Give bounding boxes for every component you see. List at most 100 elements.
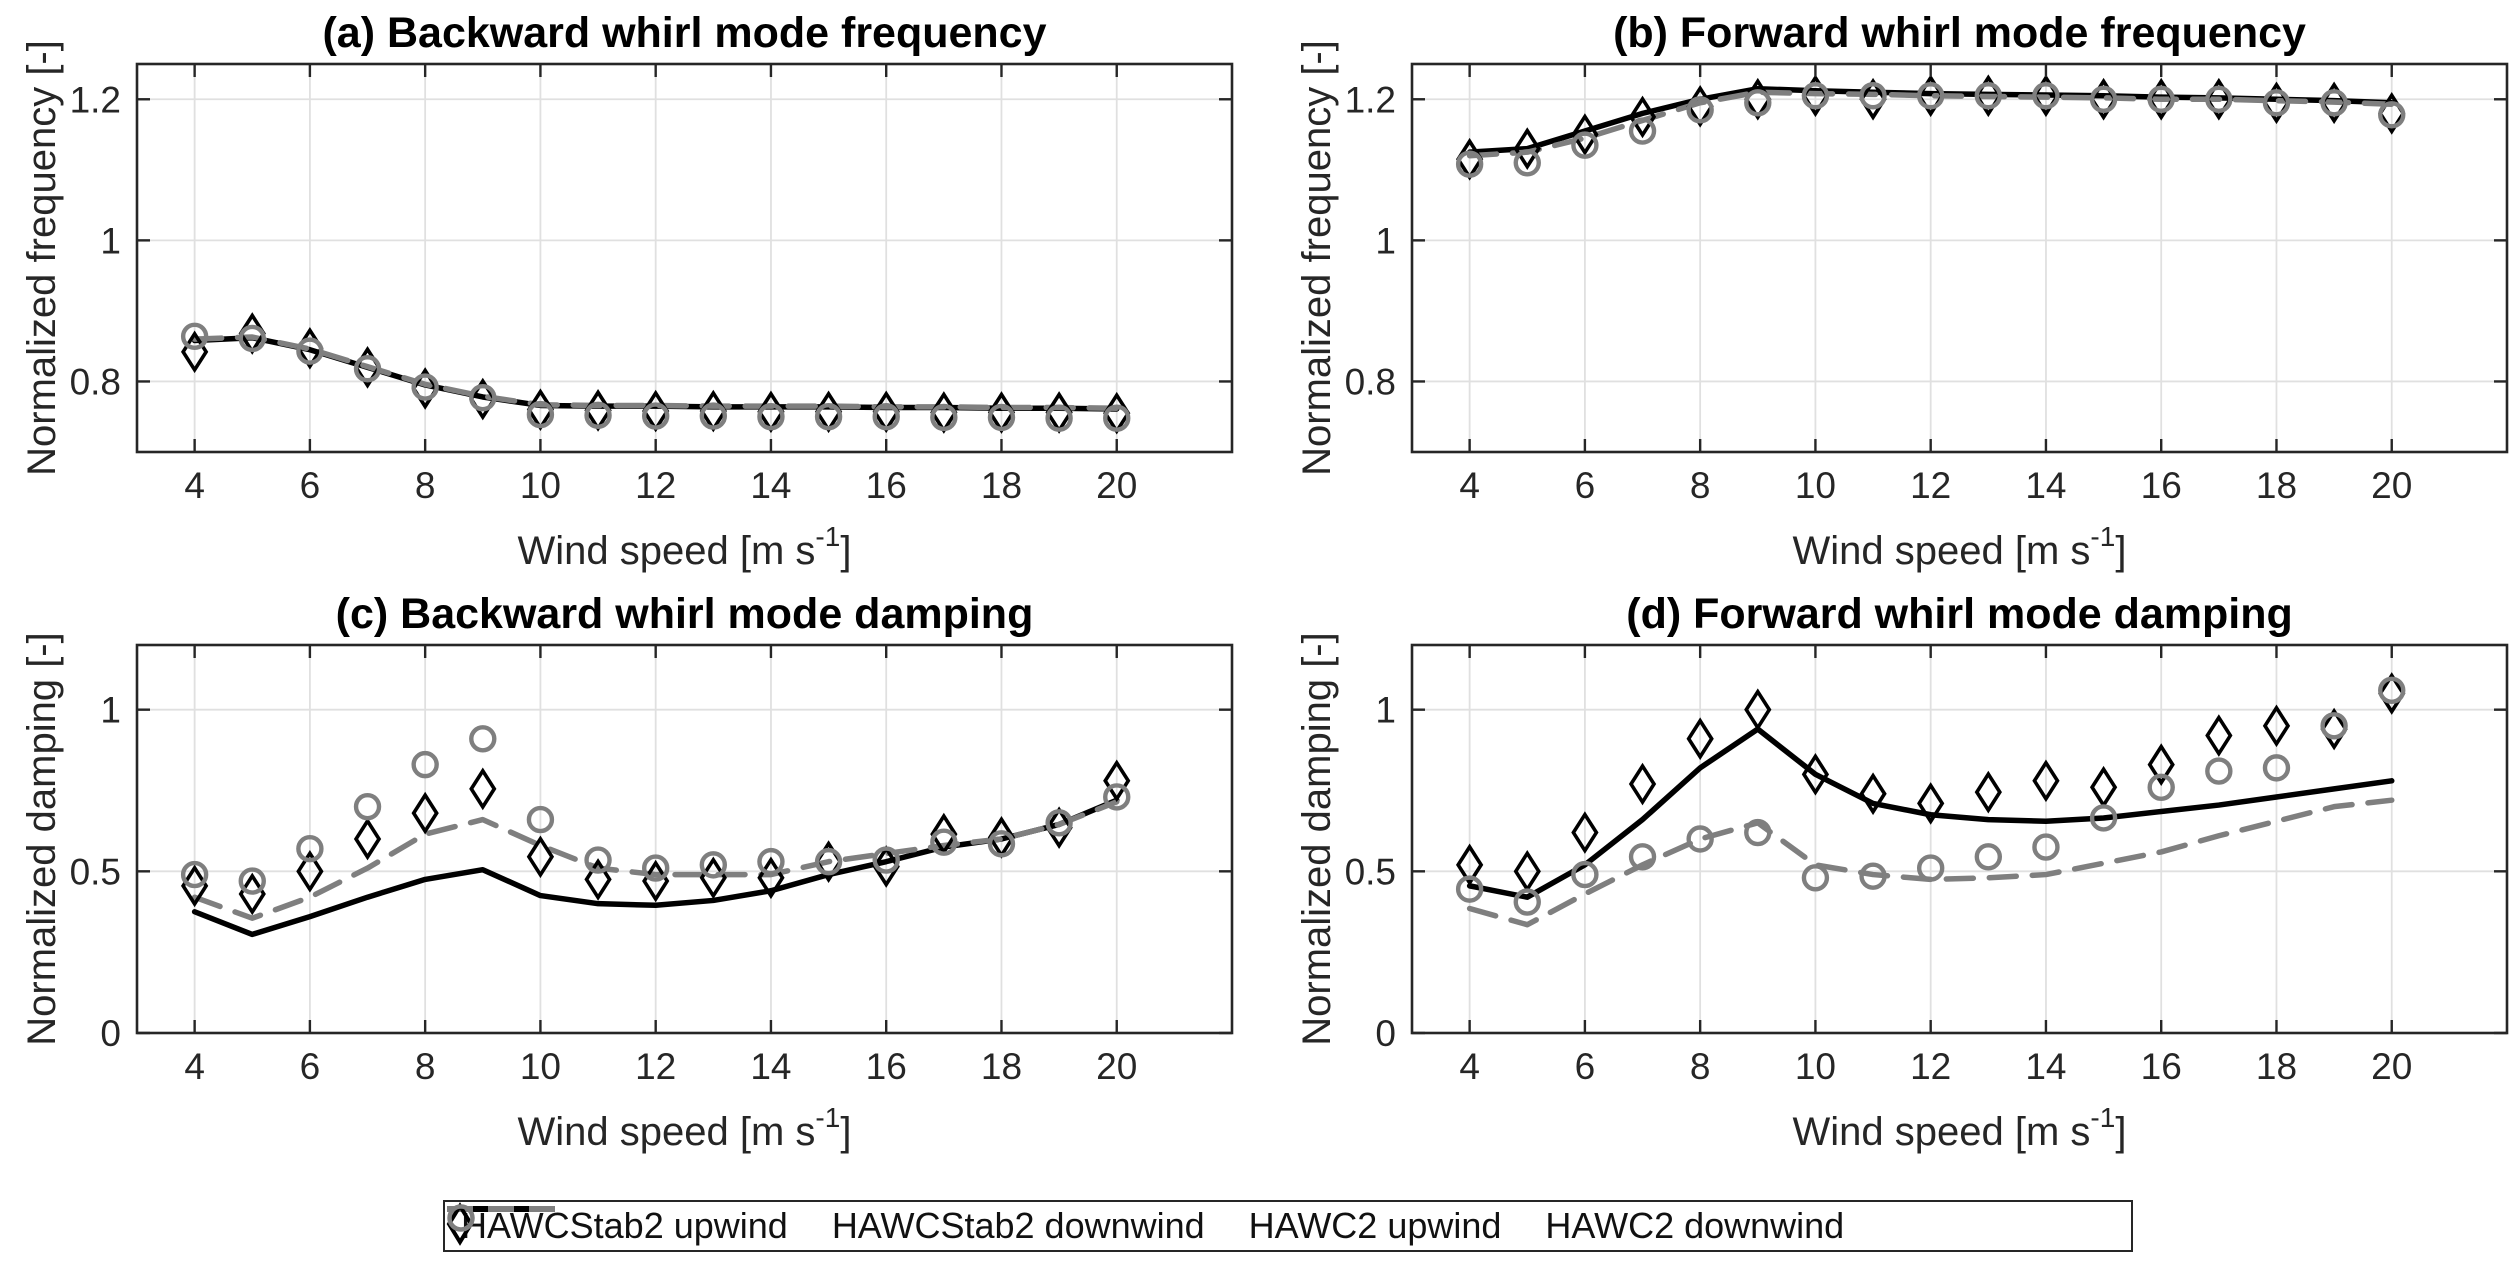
x-tick-label: 14 bbox=[750, 465, 791, 506]
x-tick-label: 4 bbox=[184, 1046, 205, 1087]
x-tick-label: 14 bbox=[2025, 465, 2066, 506]
y-axis-label: Normalized frequency [-] bbox=[20, 40, 64, 476]
diamond-marker-icon bbox=[526, 835, 555, 879]
x-tick-label: 8 bbox=[1690, 465, 1711, 506]
circle-marker-icon bbox=[526, 400, 555, 429]
diamond-marker-icon bbox=[2032, 759, 2060, 803]
y-tick-label: 0.5 bbox=[1345, 851, 1396, 892]
circle-marker-icon bbox=[814, 847, 843, 876]
circle-marker-icon bbox=[1801, 82, 1830, 110]
circle-marker-icon bbox=[930, 403, 958, 432]
subplot-title: (c) Backward whirl mode damping bbox=[336, 590, 1034, 638]
subplot-a: 4 6 8 10 12 14 16 18 20 0.8 1 1.2 (a) Backward whirl… bbox=[20, 9, 1234, 573]
x-tick-label: 16 bbox=[866, 465, 907, 506]
x-tick-label: 16 bbox=[2141, 1046, 2182, 1087]
diamond-marker-icon bbox=[1103, 759, 1131, 803]
circle-marker-icon bbox=[2205, 757, 2233, 785]
x-tick-label: 14 bbox=[2025, 1046, 2066, 1087]
circle-marker-icon bbox=[1045, 404, 1073, 432]
circle-marker-icon bbox=[987, 403, 1016, 432]
series-markers-hawc2-downwind bbox=[1455, 82, 2406, 178]
diamond-marker-icon bbox=[1628, 762, 1657, 806]
circle-marker-icon bbox=[2205, 85, 2233, 113]
circle-marker-icon bbox=[469, 383, 497, 412]
x-tick-label: 12 bbox=[1910, 465, 1951, 506]
circle-marker-icon bbox=[1859, 82, 1887, 110]
x-axis-label: Wind speed [m s-1] bbox=[518, 1102, 852, 1154]
circle-marker-icon bbox=[2089, 85, 2118, 113]
diamond-marker-icon bbox=[2089, 765, 2118, 809]
circle-marker-icon bbox=[1103, 404, 1131, 432]
circle-marker-icon bbox=[1103, 783, 1131, 811]
diamond-marker-icon bbox=[1045, 806, 1073, 850]
circle-marker-icon bbox=[296, 337, 324, 365]
diamond-marker-icon bbox=[2147, 743, 2175, 786]
circle-marker-icon bbox=[2262, 89, 2291, 117]
circle-marker-icon bbox=[1686, 96, 1714, 124]
diamond-marker-icon bbox=[411, 791, 439, 835]
circle-marker-icon bbox=[469, 725, 497, 753]
circle-marker-icon bbox=[1571, 131, 1599, 159]
diamond-marker-icon bbox=[353, 817, 382, 861]
diamond-marker-icon bbox=[1859, 772, 1887, 816]
circle-marker-icon bbox=[584, 401, 612, 430]
circle-marker-icon bbox=[1974, 82, 2003, 110]
x-tick-label: 10 bbox=[520, 465, 561, 506]
diamond-marker-icon bbox=[1571, 811, 1599, 854]
diamond-marker-icon bbox=[1628, 95, 1657, 139]
circle-marker-icon bbox=[584, 846, 612, 874]
y-tick-label: 1 bbox=[1375, 220, 1396, 261]
diamond-marker-icon bbox=[446, 1202, 474, 1246]
diamond-marker-icon bbox=[1571, 113, 1599, 156]
x-tick-label: 6 bbox=[300, 465, 321, 506]
circle-marker-icon bbox=[2320, 89, 2348, 117]
y-axis-label: Normalized damping [-] bbox=[20, 632, 64, 1046]
circle-marker-icon bbox=[2032, 833, 2060, 861]
y-tick-label: 0.8 bbox=[70, 361, 121, 402]
circle-marker-icon bbox=[1916, 854, 1945, 882]
y-tick-label: 0.8 bbox=[1345, 361, 1396, 402]
circle-marker-icon bbox=[1628, 117, 1657, 145]
series-markers-hawc2-downwind bbox=[180, 725, 1131, 895]
circle-marker-icon bbox=[1744, 89, 1772, 117]
axes-box bbox=[1410, 62, 2509, 454]
circle-marker-icon bbox=[2262, 754, 2291, 782]
y-axis-label: Normalized frequency [-] bbox=[1295, 40, 1339, 476]
circle-marker-icon bbox=[180, 322, 209, 351]
x-tick-label: 6 bbox=[1575, 1046, 1596, 1087]
subplot-title: (d) Forward whirl mode damping bbox=[1626, 590, 2293, 638]
series-line-hawcstab2-upwind bbox=[191, 797, 1120, 938]
series-markers-hawc2-downwind bbox=[1455, 676, 2406, 916]
x-tick-label: 20 bbox=[2371, 465, 2412, 506]
circle-marker-icon bbox=[872, 403, 900, 431]
diamond-marker-icon bbox=[1859, 77, 1887, 121]
axes-box bbox=[1410, 643, 2509, 1035]
diamond-marker-icon bbox=[1513, 127, 1541, 170]
x-tick-label: 10 bbox=[520, 1046, 561, 1087]
x-axis-label: Wind speed [m s-1] bbox=[1793, 521, 2127, 573]
x-tick-label: 18 bbox=[981, 465, 1022, 506]
circle-marker-icon bbox=[296, 835, 324, 863]
axes-box bbox=[135, 643, 1234, 1035]
diamond-marker-icon bbox=[411, 367, 439, 410]
legend-label: HAWCStab2 downwind bbox=[831, 1205, 1205, 1246]
y-tick-label: 1.2 bbox=[70, 79, 121, 120]
circle-marker-icon bbox=[238, 324, 266, 353]
circle-marker-icon bbox=[1974, 843, 2003, 871]
x-tick-label: 20 bbox=[1096, 465, 1137, 506]
x-tick-label: 20 bbox=[2371, 1046, 2412, 1087]
y-tick-label: 0 bbox=[1375, 1013, 1396, 1054]
diamond-marker-icon bbox=[2262, 704, 2291, 748]
circle-marker-icon bbox=[1744, 818, 1772, 847]
legend-item-hawc2-upwind: HAWC2 upwind bbox=[446, 1202, 1501, 1247]
diamond-marker-icon bbox=[2320, 707, 2348, 751]
diamond-marker-icon bbox=[1801, 752, 1830, 796]
circle-marker-icon bbox=[699, 402, 728, 430]
subplot-title: (b) Forward whirl mode frequency bbox=[1613, 9, 2306, 57]
circle-marker-icon bbox=[2378, 101, 2406, 129]
circle-marker-icon bbox=[353, 792, 382, 821]
x-tick-label: 16 bbox=[2141, 465, 2182, 506]
circle-marker-icon bbox=[1628, 843, 1657, 871]
x-tick-label: 10 bbox=[1795, 465, 1836, 506]
